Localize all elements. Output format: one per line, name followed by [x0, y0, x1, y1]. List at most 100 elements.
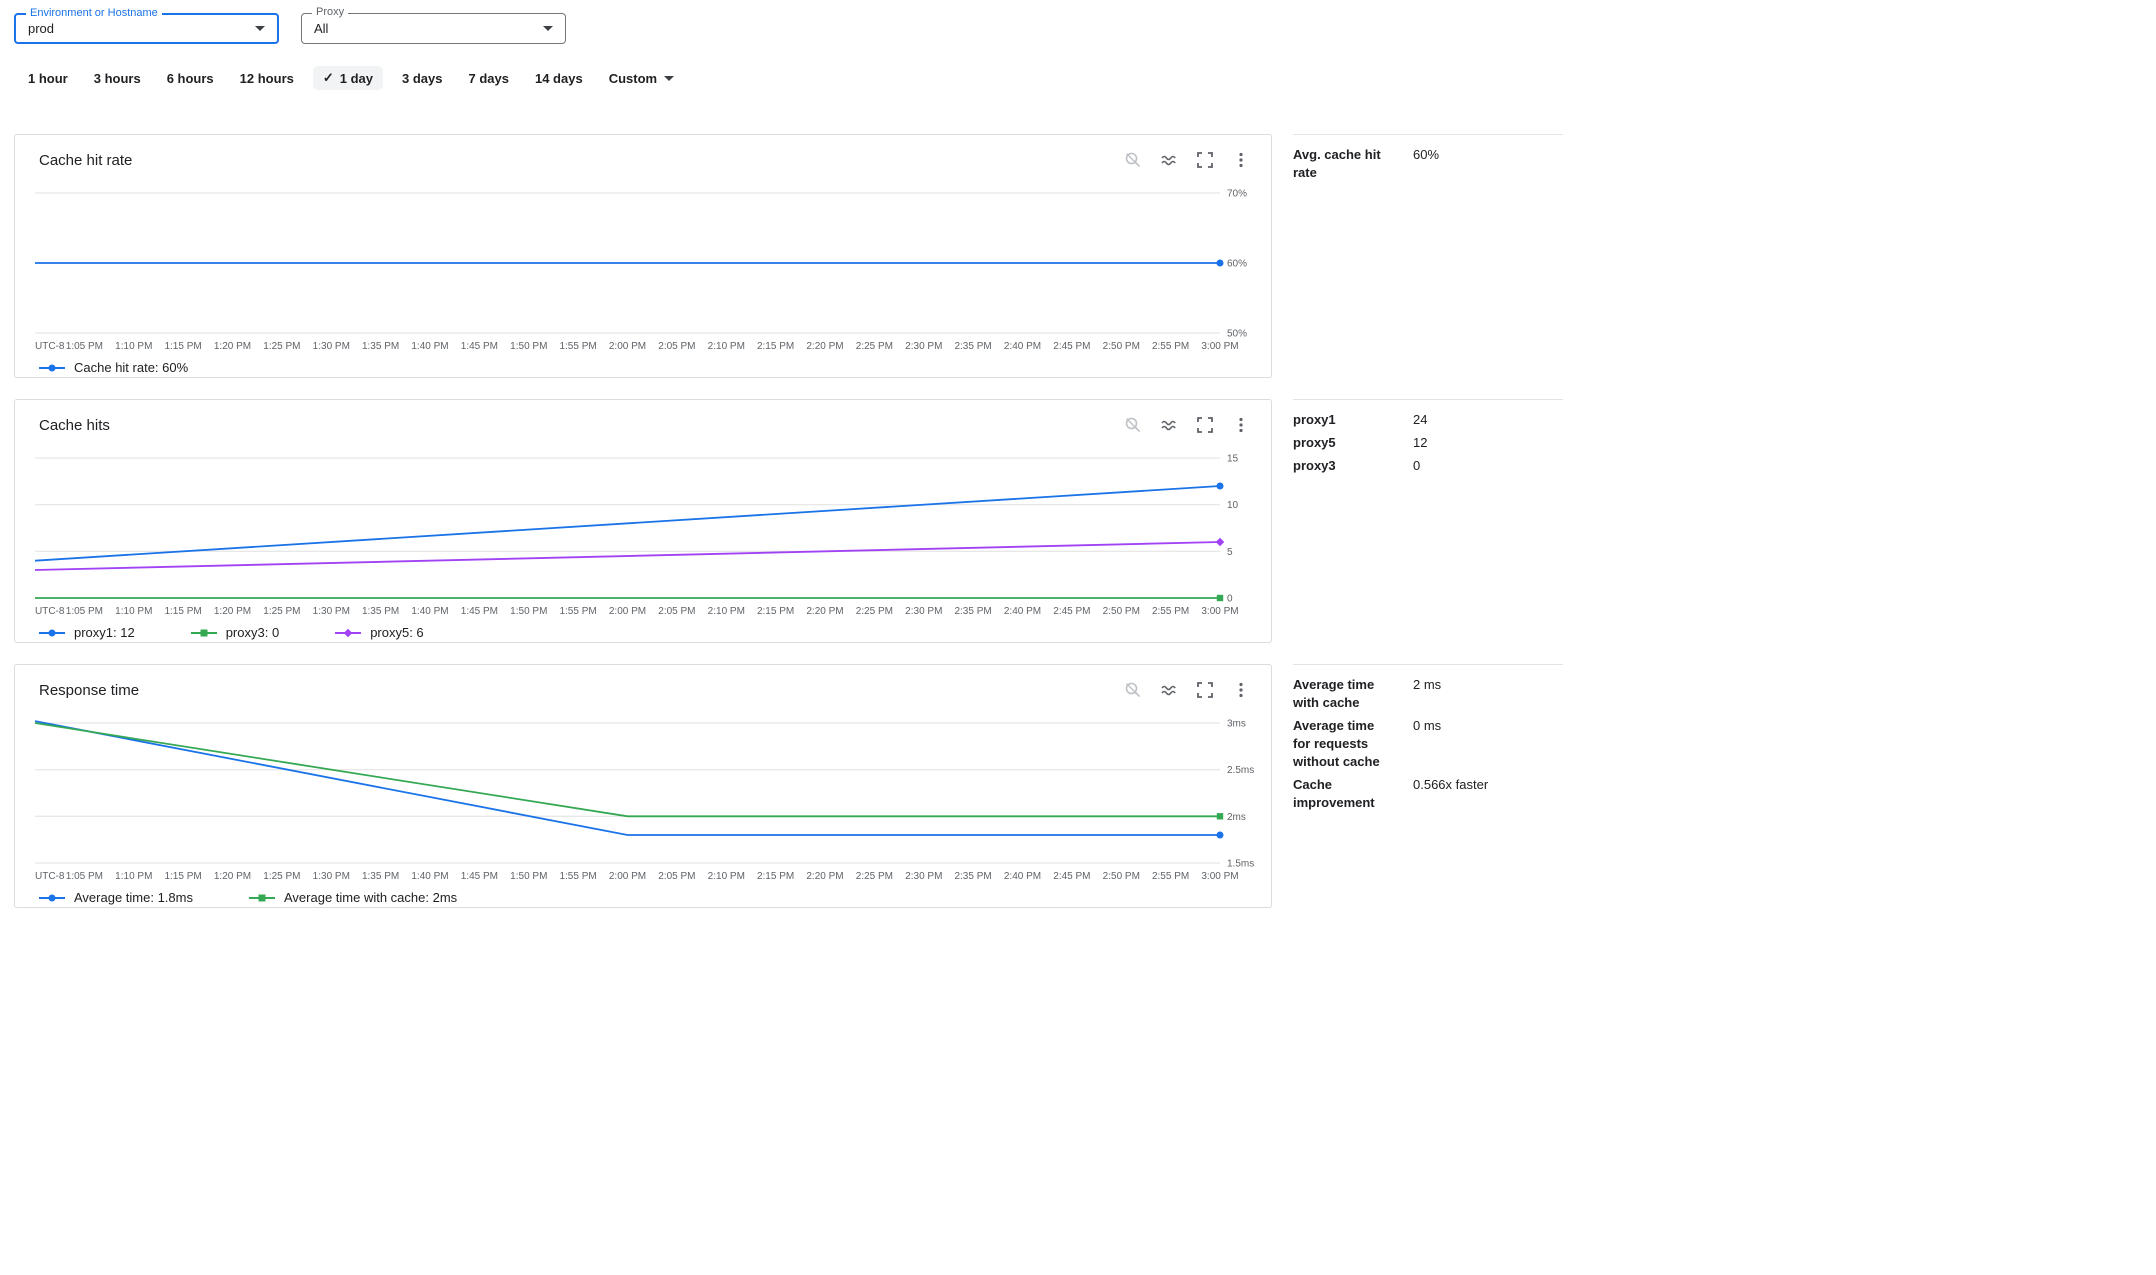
stat-label: Cache improvement	[1293, 776, 1375, 810]
cache-hits-chart[interactable]: 15 10 5 0 UTC-8 1:05 PM 1:10 PM 1:15 PM 1:20 PM 1…	[35, 443, 1271, 621]
svg-text:3:00 PM: 3:00 PM	[1201, 341, 1238, 352]
legend-marker-icon	[248, 894, 275, 901]
svg-text:1:55 PM: 1:55 PM	[559, 341, 596, 352]
svg-text:1:05 PM: 1:05 PM	[66, 341, 103, 352]
more-options-button[interactable]	[1231, 680, 1251, 700]
response-time-chart[interactable]: 3ms 2.5ms 2ms 1.5ms UTC-8 1:05 PM 1:10 PM 1:15 …	[35, 708, 1271, 886]
zoom-button[interactable]	[1123, 415, 1143, 435]
svg-text:1:25 PM: 1:25 PM	[263, 606, 300, 617]
zoom-button[interactable]	[1123, 150, 1143, 170]
waves-icon	[1161, 420, 1176, 431]
legend-label: Average time: 1.8ms	[74, 890, 193, 905]
fullscreen-button[interactable]	[1195, 680, 1215, 700]
card-header: Response time	[15, 665, 1271, 700]
zoom-button[interactable]	[1123, 680, 1143, 700]
zoom-disabled-icon	[1125, 682, 1141, 698]
cache-hit-rate-chart[interactable]: 70% 60% 50% UTC-8 1:05 PM 1:10 PM 1:15 PM 1:20 …	[35, 178, 1271, 356]
svg-text:1:55 PM: 1:55 PM	[559, 606, 596, 617]
card-toolbar	[1123, 680, 1251, 700]
svg-text:1:05 PM: 1:05 PM	[66, 606, 103, 617]
time-range-14-days[interactable]: 14 days	[528, 67, 590, 90]
chart-legend: proxy1: 12 proxy3: 0 proxy5: 6	[39, 625, 1271, 640]
svg-text:2:20 PM: 2:20 PM	[806, 871, 843, 882]
environment-select[interactable]: Environment or Hostname prod	[14, 7, 279, 44]
time-range-1-hour[interactable]: 1 hour	[21, 67, 75, 90]
legend-marker-icon	[39, 629, 65, 636]
svg-text:1:45 PM: 1:45 PM	[461, 606, 498, 617]
svg-text:1:35 PM: 1:35 PM	[362, 341, 399, 352]
time-range-label: 7 days	[468, 70, 509, 86]
stat-value: 12	[1413, 434, 1428, 450]
response-time-stats: Average time with cache 2 ms Average time …	[1293, 664, 1563, 908]
chart-style-button[interactable]	[1159, 415, 1179, 435]
svg-text:2:55 PM: 2:55 PM	[1152, 871, 1189, 882]
svg-text:2:50 PM: 2:50 PM	[1103, 606, 1140, 617]
time-range-6-hours[interactable]: 6 hours	[160, 67, 221, 90]
fullscreen-button[interactable]	[1195, 415, 1215, 435]
stat-label: proxy3	[1293, 457, 1336, 473]
svg-text:15: 15	[1227, 454, 1239, 465]
stat-value: 24	[1413, 412, 1428, 427]
environment-select-label: Environment or Hostname	[26, 7, 162, 19]
svg-text:1:20 PM: 1:20 PM	[214, 341, 251, 352]
chart-style-button[interactable]	[1159, 150, 1179, 170]
stat-value: 60%	[1413, 147, 1440, 162]
svg-text:1:15 PM: 1:15 PM	[164, 871, 201, 882]
dashboard-grid: Cache hit rate	[14, 134, 2156, 908]
cache-hit-rate-card: Cache hit rate	[14, 134, 1272, 378]
svg-text:2:05 PM: 2:05 PM	[658, 606, 695, 617]
legend-label: proxy3: 0	[225, 625, 280, 640]
svg-text:1:15 PM: 1:15 PM	[164, 341, 201, 352]
svg-text:2:15 PM: 2:15 PM	[757, 871, 794, 882]
svg-text:2:35 PM: 2:35 PM	[954, 871, 991, 882]
svg-text:UTC-8: UTC-8	[35, 606, 65, 617]
card-header: Cache hit rate	[15, 135, 1271, 170]
time-range-3-days[interactable]: 3 days	[395, 67, 449, 90]
svg-text:1:45 PM: 1:45 PM	[461, 341, 498, 352]
svg-text:1:10 PM: 1:10 PM	[115, 341, 152, 352]
svg-text:2ms: 2ms	[1227, 812, 1246, 823]
svg-text:2:50 PM: 2:50 PM	[1103, 871, 1140, 882]
svg-text:1:45 PM: 1:45 PM	[461, 871, 498, 882]
stat-row: proxy1 24	[1293, 411, 1563, 429]
chevron-down-icon	[664, 75, 675, 81]
stat-row: Cache improvement 0.566x faster	[1293, 776, 1563, 812]
proxy-select[interactable]: Proxy All	[301, 6, 566, 44]
svg-text:1:30 PM: 1:30 PM	[313, 871, 350, 882]
time-range-custom[interactable]: Custom	[602, 67, 681, 90]
time-range-12-hours[interactable]: 12 hours	[233, 67, 301, 90]
legend-marker-icon	[39, 364, 65, 371]
stat-value: 0.566x faster	[1413, 776, 1489, 792]
stat-value: 0	[1413, 457, 1421, 473]
response-time-card: Response time	[14, 664, 1272, 908]
chart-style-button[interactable]	[1159, 680, 1179, 700]
card-title: Cache hits	[39, 416, 110, 434]
legend-item-cache-hit-rate: Cache hit rate: 60%	[39, 360, 188, 375]
chart-area: 15 10 5 0 UTC-8 1:05 PM 1:10 PM 1:15 PM 1:20 PM 1…	[35, 443, 1271, 621]
legend-marker-icon	[190, 629, 217, 636]
svg-text:2:10 PM: 2:10 PM	[708, 341, 745, 352]
fullscreen-button[interactable]	[1195, 150, 1215, 170]
cache-hit-rate-stats: Avg. cache hit rate 60%	[1293, 134, 1563, 378]
svg-text:70%: 70%	[1227, 189, 1247, 200]
time-range-3-hours[interactable]: 3 hours	[87, 67, 148, 90]
waves-icon	[1161, 155, 1176, 166]
more-options-button[interactable]	[1231, 150, 1251, 170]
time-range-label: 3 days	[402, 70, 443, 86]
svg-text:2:35 PM: 2:35 PM	[954, 341, 991, 352]
time-range-7-days[interactable]: 7 days	[462, 67, 516, 90]
svg-text:2:50 PM: 2:50 PM	[1103, 341, 1140, 352]
more-options-button[interactable]	[1231, 415, 1251, 435]
svg-text:2:45 PM: 2:45 PM	[1053, 341, 1090, 352]
svg-text:1.5ms: 1.5ms	[1227, 859, 1254, 870]
chart-legend: Cache hit rate: 60%	[39, 360, 1271, 375]
legend-item-proxy1: proxy1: 12	[39, 625, 135, 640]
stat-row: proxy5 12	[1293, 434, 1563, 452]
svg-text:2:45 PM: 2:45 PM	[1053, 871, 1090, 882]
cache-hits-card: Cache hits	[14, 399, 1272, 643]
svg-text:2:55 PM: 2:55 PM	[1152, 606, 1189, 617]
svg-text:10: 10	[1227, 500, 1239, 511]
time-range-1-day[interactable]: ✓ 1 day	[312, 66, 384, 90]
svg-text:2:45 PM: 2:45 PM	[1053, 606, 1090, 617]
svg-text:2:30 PM: 2:30 PM	[905, 871, 942, 882]
